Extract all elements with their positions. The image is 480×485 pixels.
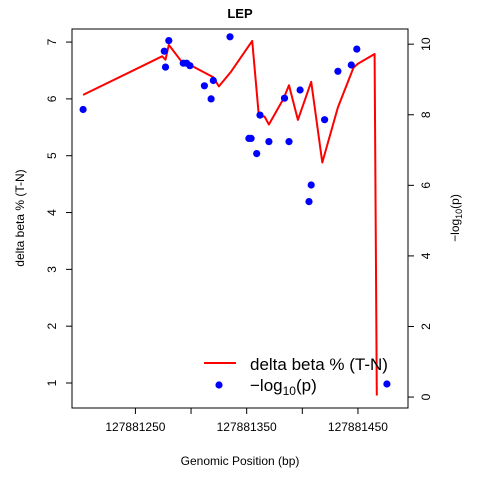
- neglog10p-point: [253, 150, 261, 158]
- neglog10p-point: [226, 33, 234, 41]
- legend-point-prefix: −log: [250, 376, 283, 395]
- y2-tick-label: 6: [419, 182, 433, 189]
- legend-point-swatch: [215, 381, 223, 389]
- neglog10p-point: [256, 111, 264, 119]
- neglog10p-point: [321, 116, 329, 124]
- neglog10p-point: [305, 198, 313, 206]
- y2-tick-label: 10: [419, 37, 433, 51]
- neglog10p-point: [285, 138, 293, 146]
- y-axis-right: 0 2 4 6 8 10: [408, 37, 433, 400]
- neglog10p-point: [347, 61, 355, 69]
- legend-point-label: −log10(p): [250, 376, 317, 398]
- neglog10p-point: [165, 37, 173, 45]
- neglog10p-point: [161, 63, 170, 71]
- y-tick-label: 5: [45, 152, 59, 159]
- x-tick-label: 127881450: [328, 420, 388, 434]
- neglog10p-point: [209, 76, 217, 85]
- y-tick-label: 4: [45, 209, 59, 216]
- x-tick-label: 127881350: [217, 420, 277, 434]
- legend-point-suffix: (p): [296, 376, 317, 395]
- neglog10p-point: [334, 67, 342, 75]
- neglog10p-point: [160, 47, 168, 55]
- y-axis-left: 1 2 3 4 5 6 7: [45, 38, 72, 386]
- x-tick-label: 127881250: [105, 420, 165, 434]
- y2-tick-label: 2: [419, 323, 433, 330]
- series-delta-beta: [82, 39, 378, 396]
- neglog10p-point: [79, 105, 87, 114]
- y2-axis-label-prefix: −log: [448, 219, 462, 242]
- neglog10p-point: [207, 95, 215, 103]
- y2-axis-label-sub: 10: [454, 209, 464, 219]
- x-axis: 127881250 127881350 127881450: [105, 408, 388, 434]
- delta-beta-line: [82, 39, 378, 396]
- y-tick-label: 6: [45, 95, 59, 102]
- neglog10p-point: [200, 82, 208, 90]
- x-axis-label: Genomic Position (bp): [181, 454, 300, 468]
- chart-title: LEP: [227, 6, 253, 21]
- y-tick-label: 2: [45, 323, 59, 330]
- y2-axis-label: −log10(p): [448, 194, 464, 242]
- y2-tick-label: 8: [419, 111, 433, 118]
- neglog10p-point: [247, 134, 255, 142]
- y-tick-label: 3: [45, 266, 59, 273]
- plot-frame: [71, 28, 409, 409]
- y2-tick-label: 0: [419, 393, 433, 400]
- neglog10p-point: [353, 45, 361, 53]
- y2-tick-label: 4: [419, 252, 433, 259]
- y-tick-label: 1: [45, 379, 59, 386]
- neglog10p-point: [265, 138, 273, 146]
- neglog10p-point: [383, 380, 391, 388]
- neglog10p-point: [296, 86, 304, 94]
- neglog10p-point: [280, 94, 289, 102]
- legend: delta beta % (T-N) −log10(p): [204, 355, 388, 398]
- y-tick-label: 7: [45, 38, 59, 45]
- y2-axis-label-suffix: (p): [448, 194, 462, 209]
- neglog10p-point: [307, 181, 315, 189]
- neglog10p-point: [186, 62, 194, 70]
- series-neglog10p: [79, 33, 391, 388]
- legend-point-sub: 10: [283, 384, 297, 398]
- legend-line-label: delta beta % (T-N): [250, 355, 388, 374]
- y-axis-label: delta beta % (T-N): [13, 169, 27, 266]
